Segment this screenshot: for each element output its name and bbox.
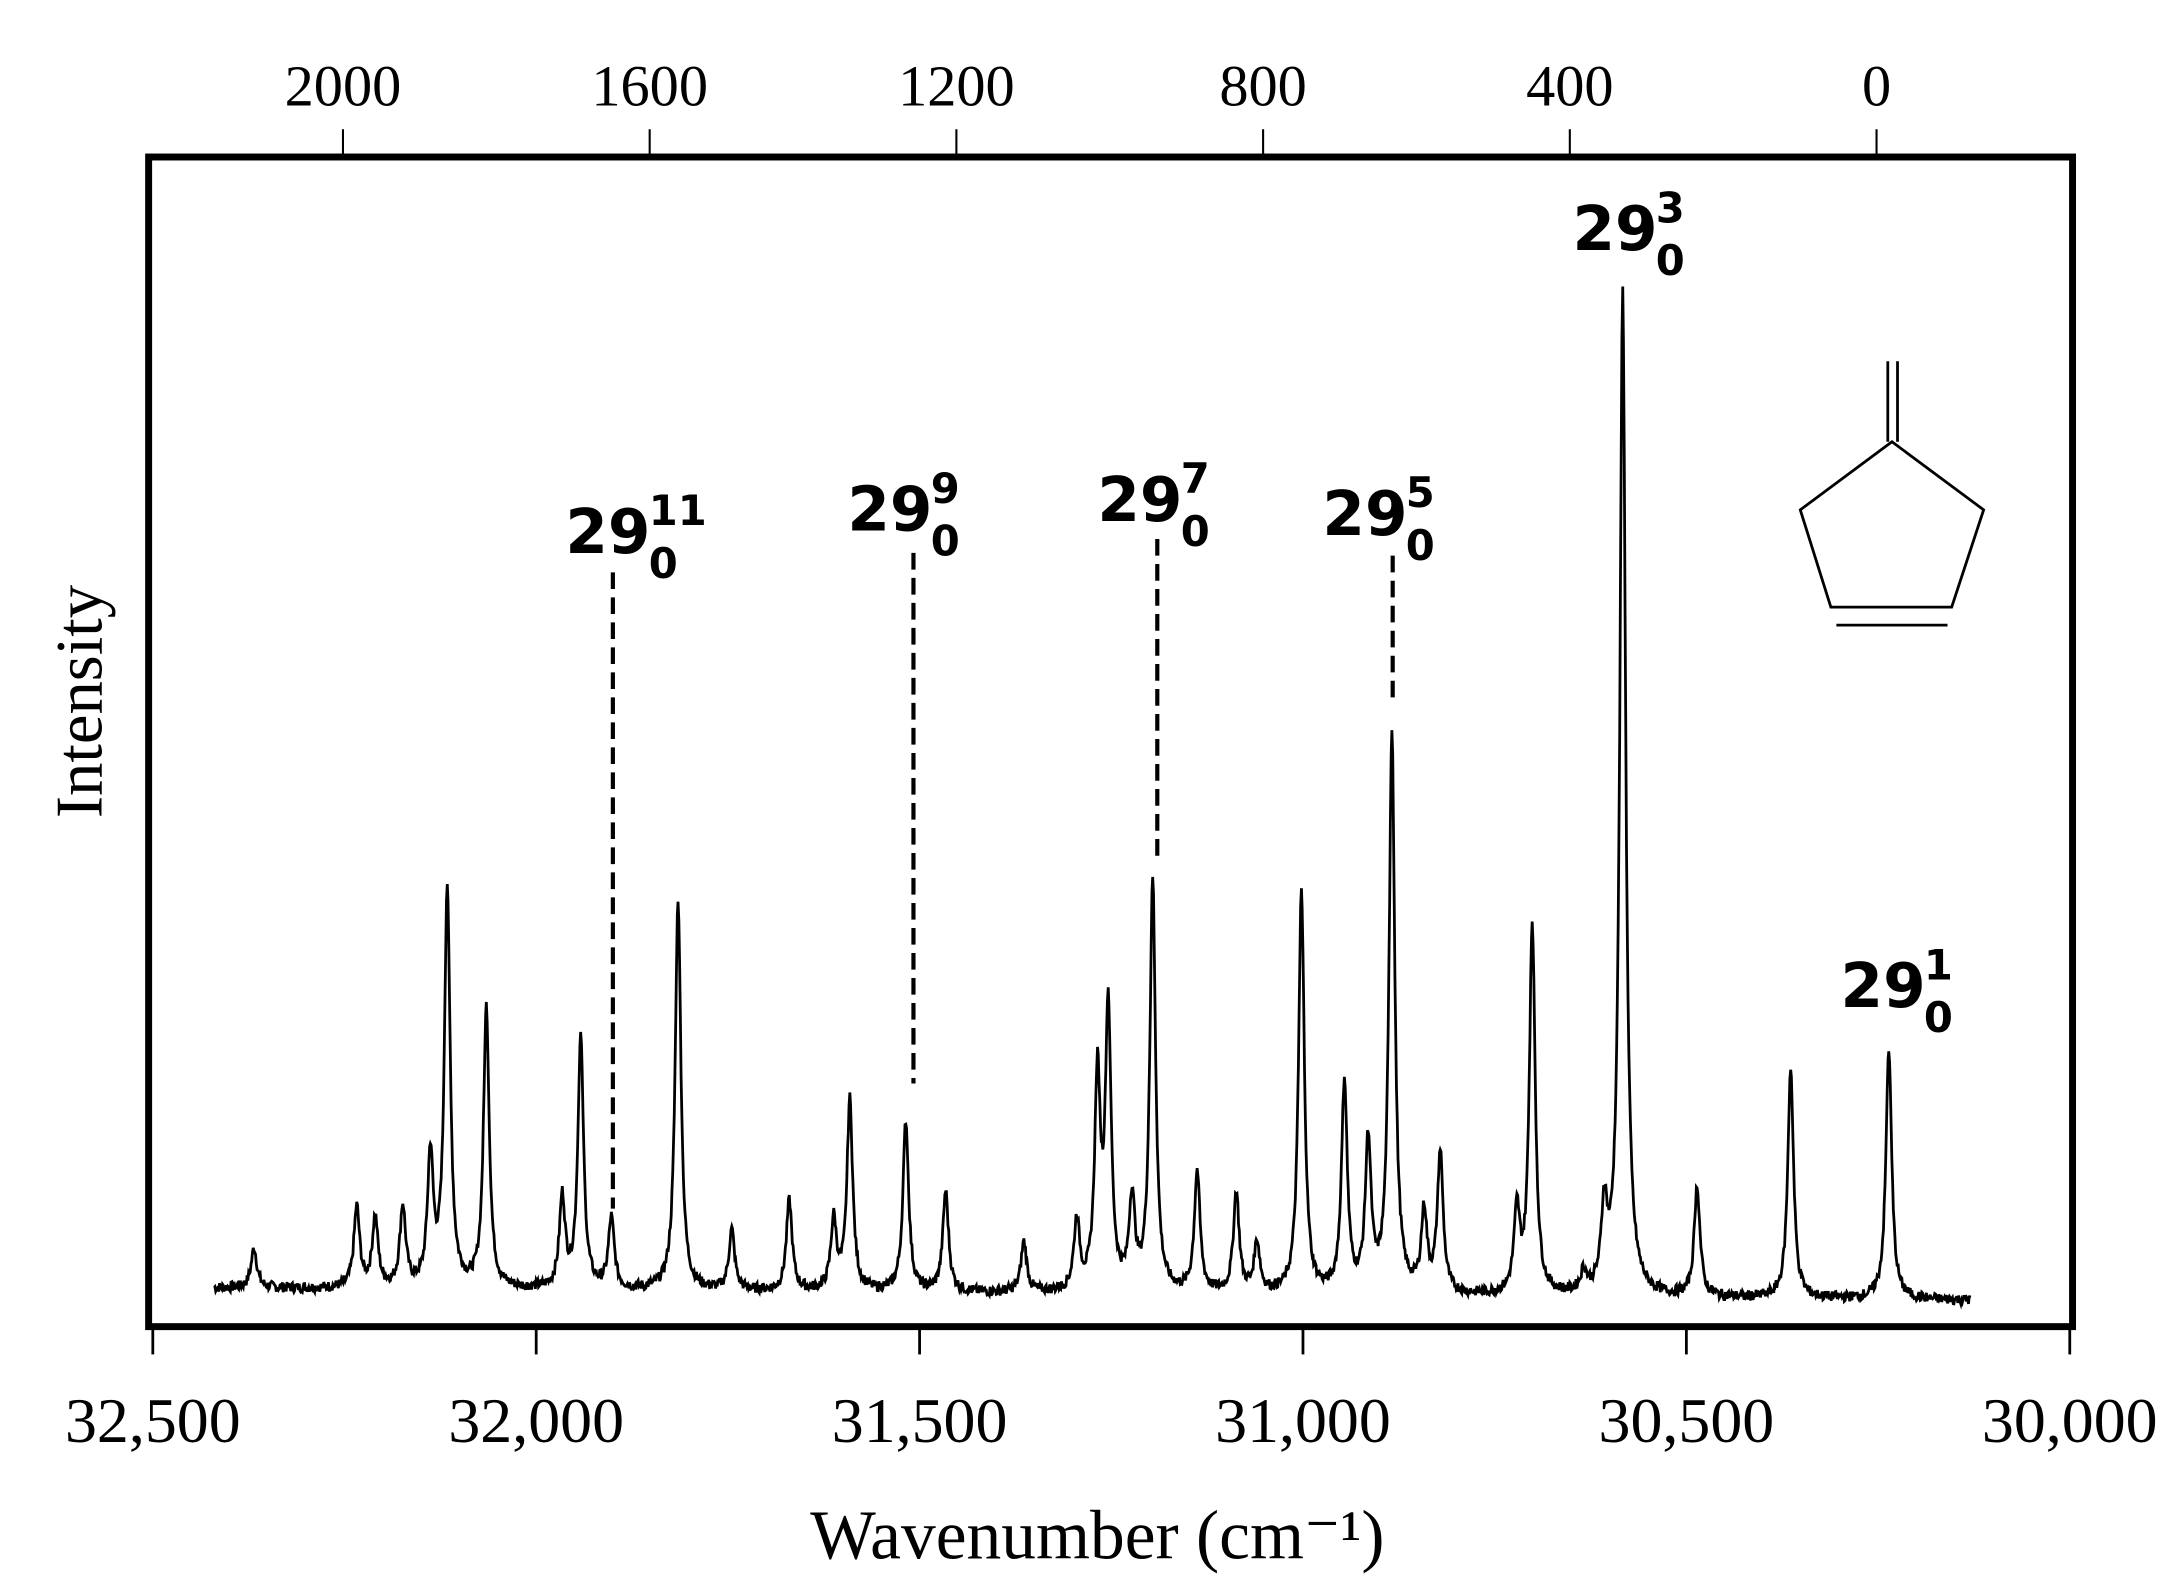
oxygen-atom-label: O bbox=[1873, 303, 1910, 358]
cyclopentenone-structure: O bbox=[1798, 303, 1986, 627]
peak-label-lower: 0 bbox=[1181, 507, 1210, 556]
top-axis: 2000 1600 1200 800 400 0 bbox=[285, 54, 1891, 158]
top-tick-label: 2000 bbox=[285, 54, 402, 119]
top-tick-label: 400 bbox=[1526, 54, 1614, 119]
peak-label-base: 29 bbox=[1097, 465, 1182, 536]
peak-label-upper: 5 bbox=[1406, 468, 1435, 517]
plot-frame bbox=[145, 153, 2077, 1331]
bottom-axis: 32,500 32,000 31,500 31,000 30,500 30,000 bbox=[65, 1326, 2158, 1456]
peak-label-base: 29 bbox=[847, 475, 932, 546]
peak-label-base: 29 bbox=[1322, 479, 1407, 550]
x-tick-label: 31,000 bbox=[1215, 1385, 1391, 1456]
top-tick-label: 800 bbox=[1219, 54, 1307, 119]
peak-label-base: 29 bbox=[1841, 951, 1926, 1022]
top-tick-label: 1600 bbox=[591, 54, 708, 119]
x-tick-label: 31,500 bbox=[832, 1385, 1008, 1456]
top-tick-label: 1200 bbox=[898, 54, 1015, 119]
x-axis-label: Wavenumber (cm⁻¹) bbox=[810, 1498, 1384, 1575]
peak-label-base: 29 bbox=[565, 497, 650, 568]
peak-label-upper: 7 bbox=[1181, 454, 1210, 503]
peak-label-upper: 3 bbox=[1656, 183, 1685, 232]
peak-label-upper: 1 bbox=[1924, 940, 1953, 989]
peak-label-base: 29 bbox=[1572, 194, 1657, 265]
y-axis-label: Intensity bbox=[43, 584, 116, 818]
peak-label-lower: 0 bbox=[649, 539, 678, 588]
peak-label-lower: 0 bbox=[1924, 993, 1953, 1042]
peak-label-upper: 9 bbox=[931, 464, 960, 513]
top-tick-label: 0 bbox=[1862, 54, 1891, 119]
x-tick-label: 30,500 bbox=[1599, 1385, 1775, 1456]
x-tick-label: 32,000 bbox=[448, 1385, 624, 1456]
spectrum-line bbox=[213, 286, 1972, 1310]
peak-label-lower: 0 bbox=[1406, 521, 1435, 570]
peak-label-lower: 0 bbox=[1656, 236, 1685, 285]
peak-label-lower: 0 bbox=[931, 517, 960, 566]
x-tick-label: 30,000 bbox=[1982, 1385, 2158, 1456]
x-tick-label: 32,500 bbox=[65, 1385, 241, 1456]
peak-label-upper: 11 bbox=[649, 486, 707, 535]
